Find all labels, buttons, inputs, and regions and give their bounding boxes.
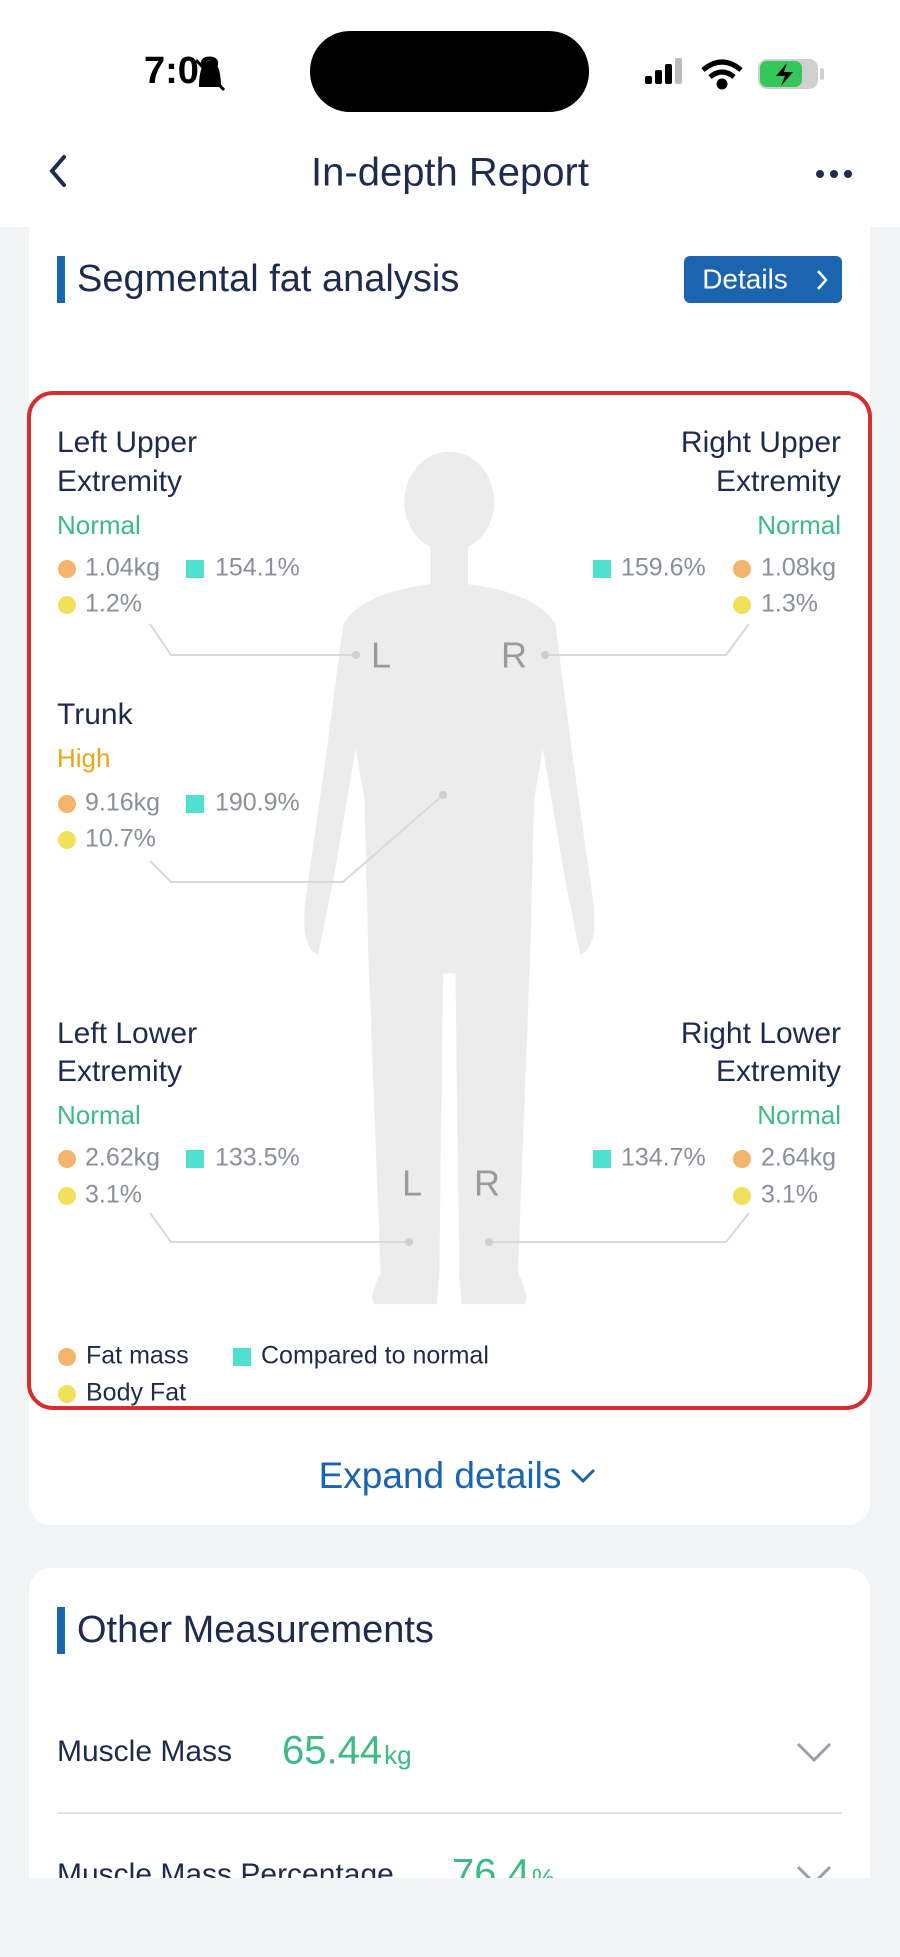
segment-name: Trunk [57, 698, 134, 731]
section-title: Segmental fat analysis [77, 258, 459, 300]
connector-dots [352, 651, 549, 1246]
measurement-row[interactable]: Muscle Mass 65.44 kg [57, 1729, 832, 1773]
body-label: L [402, 1163, 422, 1204]
measurement-unit: % [532, 1863, 555, 1893]
fat-dot [58, 560, 76, 578]
section-accent [57, 256, 65, 303]
highlight-box [27, 391, 872, 1410]
back-button[interactable] [49, 155, 66, 187]
compared-square [186, 795, 204, 813]
wifi-icon [701, 59, 743, 90]
segment-status: Normal [757, 1100, 841, 1130]
expand-button[interactable]: Expand details [319, 1455, 596, 1496]
fat-dot [733, 560, 751, 578]
compared: 133.5% [215, 1144, 300, 1172]
measurement-row[interactable]: Muscle Mass Percentage 76.4% [57, 1852, 832, 1896]
legend-label: Compared to normal [261, 1342, 489, 1370]
fat-dot [733, 1150, 751, 1168]
details-label: Details [702, 263, 788, 294]
measurement-label: Muscle Mass [57, 1735, 232, 1768]
chevron [796, 1865, 832, 1878]
section-title: Other Measurements [77, 1609, 434, 1651]
segment-name: Right Upper [681, 426, 841, 459]
nav-title: In-depth Report [311, 151, 589, 195]
body-label: R [501, 635, 527, 676]
fat-mass: 9.16kg [85, 789, 160, 817]
other-card: Other Measurements Muscle Mass 65.44 kgMus… [29, 1568, 870, 1896]
fat-mass: 1.04kg [85, 554, 160, 582]
segment-name: Extremity [57, 465, 182, 498]
body-label: L [371, 635, 391, 676]
compared-square [593, 1150, 611, 1168]
battery-icon [758, 59, 824, 89]
section-accent [57, 1607, 65, 1654]
body-silhouette [304, 451, 595, 1305]
body-fat: 3.1% [85, 1181, 142, 1209]
compared-square [593, 560, 611, 578]
segment-name: Left Lower [57, 1017, 197, 1050]
legend-label: Body Fat [86, 1379, 186, 1407]
segment-name: Extremity [716, 1055, 841, 1088]
body-fat-dot [58, 831, 76, 849]
segment-status: Normal [57, 510, 141, 540]
legend-square [233, 1348, 251, 1366]
body-fat-dot [58, 1187, 76, 1205]
segment-status: High [57, 743, 110, 773]
bell-off-icon [194, 58, 226, 92]
body-fat-dot [733, 1187, 751, 1205]
fat-mass: 2.64kg [761, 1144, 836, 1172]
segment-name: Right Lower [681, 1017, 841, 1050]
body-fat: 10.7% [85, 825, 156, 853]
fat-mass: 1.08kg [761, 554, 836, 582]
fat-dot [58, 795, 76, 813]
segment-name: Left Upper [57, 426, 197, 459]
measurement-value: 76.4 [452, 1852, 530, 1896]
compared: 159.6% [621, 554, 706, 582]
details-button[interactable]: Details [684, 256, 842, 303]
segment-name: Extremity [57, 1055, 182, 1088]
compared: 190.9% [215, 789, 300, 817]
compared-square [186, 560, 204, 578]
measurement-unit: kg [384, 1740, 411, 1770]
signal-icon [645, 58, 682, 84]
body-label: R [474, 1163, 500, 1204]
legend-label: Fat mass [86, 1342, 189, 1370]
more-button[interactable] [816, 170, 852, 178]
body-fat-dot [58, 596, 76, 614]
segment-status: Normal [757, 510, 841, 540]
segment-status: Normal [57, 1100, 141, 1130]
body-fat-dot [733, 596, 751, 614]
expand-label: Expand details [319, 1455, 562, 1496]
fat-mass: 2.62kg [85, 1144, 160, 1172]
connector-lines [149, 623, 750, 1243]
compared: 134.7% [621, 1144, 706, 1172]
segment-panel: L R L R Fat mass Compared to normal Body… [57, 426, 841, 1407]
measurement-label: Muscle Mass Percentage [57, 1858, 394, 1891]
compared-square [186, 1150, 204, 1168]
body-fat: 1.2% [85, 590, 142, 618]
segment-name: Extremity [716, 465, 841, 498]
compared: 154.1% [215, 554, 300, 582]
chevron [796, 1742, 832, 1763]
legend-dot [58, 1348, 76, 1366]
measurement-value: 65.44 [282, 1729, 382, 1773]
fat-dot [58, 1150, 76, 1168]
body-fat: 3.1% [761, 1181, 818, 1209]
body-fat: 1.3% [761, 590, 818, 618]
legend-dot [58, 1385, 76, 1403]
dynamic-island [310, 31, 589, 112]
